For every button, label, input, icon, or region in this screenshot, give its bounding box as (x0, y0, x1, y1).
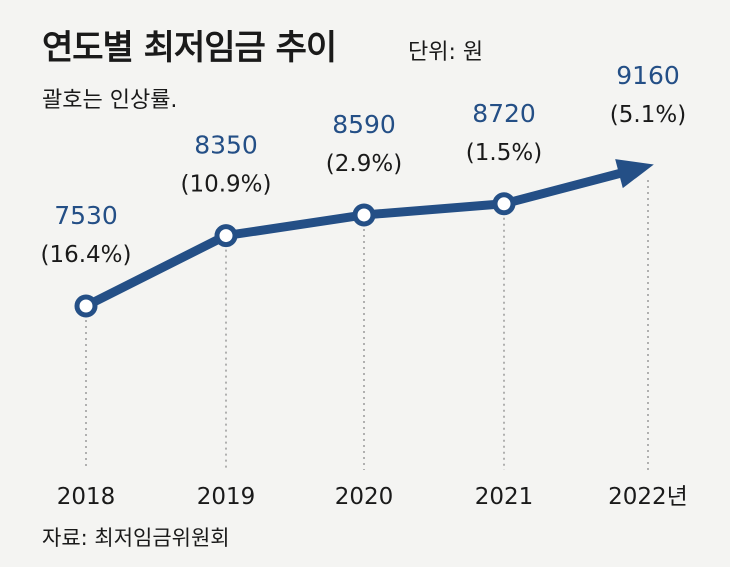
data-point-2020 (352, 203, 376, 227)
rate-label-2018: (16.4%) (40, 242, 131, 268)
data-point-2021 (492, 192, 516, 216)
x-tick-2020: 2020 (335, 484, 394, 510)
data-points (74, 159, 654, 318)
series-polyline (81, 169, 624, 311)
arrow-point-2022년 (615, 159, 654, 189)
data-labels: 7530 (16.4%) 8350 (10.9%) 8590 (2.9%) 8720 (1.5… (40, 61, 686, 268)
unit-label: 단위: 원 (408, 40, 484, 65)
rate-label-2022년: (5.1%) (610, 102, 686, 128)
data-point-2019 (214, 224, 238, 248)
x-tick-2022년: 2022년 (608, 484, 688, 510)
series-line (81, 169, 624, 311)
x-tick-2018: 2018 (57, 484, 116, 510)
rate-label-2019: (10.9%) (180, 172, 271, 198)
rate-label-2020: (2.9%) (326, 151, 402, 177)
value-label-2018: 7530 (54, 201, 118, 230)
chart-subtitle: 괄호는 인상률. (42, 88, 178, 113)
x-axis-ticks: 2018 2019 2020 2021 2022년 (57, 484, 688, 510)
x-tick-2019: 2019 (197, 484, 256, 510)
x-tick-2021: 2021 (475, 484, 534, 510)
guide-lines (85, 180, 649, 470)
rate-label-2021: (1.5%) (466, 140, 542, 166)
value-label-2022년: 9160 (616, 61, 680, 90)
source-note: 자료: 최저임금위원회 (42, 526, 230, 550)
value-label-2019: 8350 (194, 131, 258, 160)
chart-title: 연도별 최저임금 추이 (42, 28, 337, 68)
value-label-2020: 8590 (332, 110, 396, 139)
value-label-2021: 8720 (472, 99, 536, 128)
data-point-2018 (74, 294, 98, 318)
